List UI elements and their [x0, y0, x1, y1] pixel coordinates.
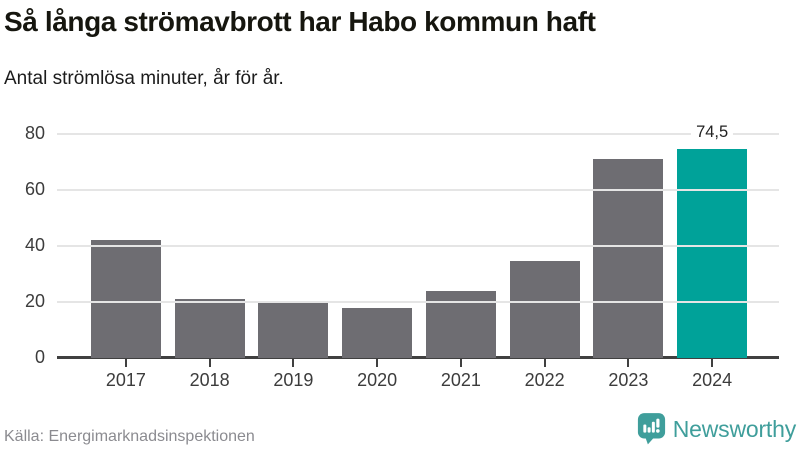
bar-2018	[174, 299, 245, 358]
chart-subtitle: Antal strömlösa minuter, år för år.	[4, 68, 284, 89]
x-axis-line	[57, 356, 779, 359]
y-axis-label-60: 60	[24, 179, 45, 199]
bar-2022	[509, 261, 580, 358]
y-axis-label-0: 0	[34, 347, 45, 367]
bar-slot-2018: 2018	[168, 134, 252, 390]
x-axis-tick-2019	[292, 359, 295, 367]
x-axis-label-2018: 2018	[189, 370, 230, 390]
bar-slot-2022: 2022	[503, 134, 587, 390]
x-axis-tick-2022	[543, 359, 546, 367]
y-axis-label-20: 20	[24, 291, 45, 311]
x-axis-label-2019: 2019	[273, 370, 314, 390]
source-note: Källa: Energimarknadsinspektionen	[4, 428, 255, 445]
y-axis-label-80: 80	[24, 123, 45, 143]
bar-2017	[90, 240, 161, 358]
x-axis-tick-2018	[208, 359, 211, 367]
gridline-80	[57, 133, 779, 135]
newsworthy-logo-icon	[637, 413, 665, 445]
gridline-20	[57, 301, 779, 303]
bar-2019	[258, 303, 329, 358]
x-axis-label-2024: 2024	[692, 370, 733, 390]
bar-slot-2017: 2017	[84, 134, 168, 390]
gridline-60	[57, 189, 779, 191]
bar-2020	[342, 307, 413, 358]
plot-area: 2017 2018 2019 2020 2021 2022 2023 74,5 2024 0 20…	[25, 123, 779, 390]
x-axis-tick-2024	[711, 359, 714, 367]
bar-slot-2019: 2019	[252, 134, 336, 390]
newsworthy-logo-text: Newsworthy	[672, 415, 796, 442]
x-axis-label-2023: 2023	[608, 370, 649, 390]
x-axis-label-2022: 2022	[524, 370, 565, 390]
x-axis-tick-2021	[459, 359, 462, 367]
gridline-40	[57, 245, 779, 247]
bar-slot-2023: 2023	[587, 134, 671, 390]
newsworthy-logo: Newsworthy	[637, 412, 796, 446]
bar-slot-2020: 2020	[335, 134, 419, 390]
x-axis-label-2020: 2020	[357, 370, 398, 390]
chart-title: Så långa strömavbrott har Habo kommun ha…	[4, 6, 596, 37]
x-axis-label-2017: 2017	[105, 370, 146, 390]
bar-slot-2024: 74,5 2024	[670, 123, 754, 390]
x-axis-tick-2023	[627, 359, 630, 367]
bar-2023	[593, 159, 664, 358]
x-axis-tick-2017	[124, 359, 127, 367]
bar-2024	[677, 149, 748, 358]
bar-value-label-2024: 74,5	[691, 123, 734, 143]
bars-container: 2017 2018 2019 2020 2021 2022 2023 74,5 2024	[84, 123, 754, 390]
y-axis-label-40: 40	[24, 235, 45, 255]
x-axis-label-2021: 2021	[440, 370, 481, 390]
x-axis-tick-2020	[376, 359, 379, 367]
